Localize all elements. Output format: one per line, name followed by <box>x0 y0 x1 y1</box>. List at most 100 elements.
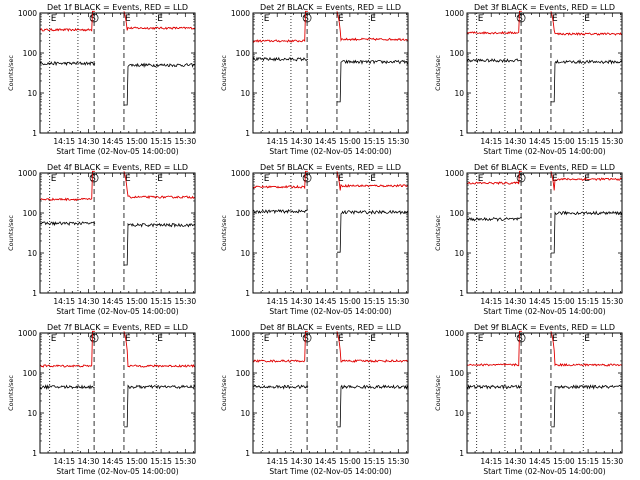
x-tick-label: 15:00 <box>126 297 148 306</box>
y-tick-label: 1 <box>245 289 250 298</box>
marker-circle <box>89 13 99 23</box>
time-marker-label: E <box>125 334 131 344</box>
lld-series-line <box>39 170 95 202</box>
time-marker-label: E <box>478 174 484 184</box>
time-marker-label: E <box>478 14 484 24</box>
lld-series-line <box>252 170 308 190</box>
plot-frame <box>39 172 196 294</box>
y-tick-label: 100 <box>23 369 38 378</box>
y-tick-label: 1 <box>32 289 37 298</box>
x-tick-label: 15:30 <box>602 457 624 466</box>
x-tick-label: 15:15 <box>363 297 385 306</box>
x-axis-label: Start Time (02-Nov-05 14:00:00) <box>56 307 178 316</box>
y-tick-label: 1000 <box>18 169 37 178</box>
y-tick-label: 1 <box>32 129 37 138</box>
x-tick-label: 15:15 <box>577 137 599 146</box>
y-tick-label: 10 <box>27 89 37 98</box>
x-tick-label: 15:30 <box>175 137 197 146</box>
plot-frame <box>252 12 409 134</box>
x-axis-label: Start Time (02-Nov-05 14:00:00) <box>56 467 178 476</box>
events-series-line <box>551 384 623 428</box>
x-tick-label: 15:00 <box>339 297 361 306</box>
events-series-line <box>337 384 409 428</box>
x-tick-label: 14:45 <box>315 457 337 466</box>
x-axis-label: Start Time (02-Nov-05 14:00:00) <box>269 147 391 156</box>
x-tick-label: 14:30 <box>505 137 527 146</box>
panel-det-5f: Det 5f BLACK = Events, RED = LLD Counts/s… <box>220 163 409 316</box>
time-marker-label: E <box>370 174 376 184</box>
events-series-line <box>124 222 196 266</box>
y-tick-label: 1000 <box>18 329 37 338</box>
time-marker-label: S <box>303 334 309 344</box>
y-tick-label: 100 <box>236 369 251 378</box>
panel-title: Det 5f BLACK = Events, RED = LLD <box>260 163 401 172</box>
time-marker-label: E <box>157 14 163 24</box>
x-tick-label: 14:15 <box>266 137 288 146</box>
y-axis-label: Counts/sec <box>220 55 228 91</box>
y-tick-label: 1 <box>32 449 37 458</box>
time-marker-label: S <box>303 14 309 24</box>
marker-circle <box>516 173 526 183</box>
time-marker-label: E <box>338 174 344 184</box>
time-marker-label: S <box>517 334 523 344</box>
x-tick-label: 14:30 <box>505 297 527 306</box>
time-marker-label: E <box>125 174 131 184</box>
x-axis-label: Start Time (02-Nov-05 14:00:00) <box>56 147 178 156</box>
events-series-line <box>337 59 409 103</box>
time-marker-label: E <box>51 14 57 24</box>
lld-series-line <box>466 10 522 35</box>
lld-series-line <box>39 10 95 32</box>
time-marker-label: E <box>125 14 131 24</box>
time-marker-label: E <box>478 334 484 344</box>
events-series-line <box>40 221 96 227</box>
marker-circle <box>302 173 312 183</box>
time-marker-label: E <box>157 174 163 184</box>
panel-title: Det 6f BLACK = Events, RED = LLD <box>474 163 615 172</box>
panel-det-4f: Det 4f BLACK = Events, RED = LLD Counts/s… <box>7 163 196 316</box>
lld-series-line <box>252 10 308 43</box>
panel-det-9f: Det 9f BLACK = Events, RED = LLD Counts/s… <box>434 323 623 476</box>
panel-det-1f: Det 1f BLACK = Events, RED = LLD Counts/s… <box>7 3 196 156</box>
panel-title: Det 4f BLACK = Events, RED = LLD <box>47 163 188 172</box>
marker-circle <box>516 13 526 23</box>
x-tick-label: 15:00 <box>126 457 148 466</box>
x-tick-label: 15:30 <box>602 297 624 306</box>
time-marker-label: E <box>51 334 57 344</box>
time-marker-label: S <box>90 174 96 184</box>
y-tick-label: 1 <box>459 129 464 138</box>
time-marker-label: E <box>51 174 57 184</box>
lld-series-line <box>466 330 522 367</box>
y-tick-label: 1000 <box>231 329 250 338</box>
panel-det-2f: Det 2f BLACK = Events, RED = LLD Counts/s… <box>220 3 409 156</box>
x-tick-label: 15:15 <box>577 297 599 306</box>
x-tick-label: 15:30 <box>388 297 410 306</box>
lld-series-line <box>336 331 409 363</box>
events-series-line <box>466 384 522 391</box>
y-tick-label: 100 <box>23 209 38 218</box>
marker-circle <box>89 173 99 183</box>
events-series-line <box>337 209 409 253</box>
x-tick-label: 15:00 <box>126 137 148 146</box>
plot-frame <box>466 332 623 454</box>
y-tick-label: 10 <box>240 89 250 98</box>
x-tick-label: 15:00 <box>339 457 361 466</box>
x-tick-label: 14:15 <box>53 137 75 146</box>
y-tick-label: 1000 <box>231 9 250 18</box>
lld-series-line <box>466 170 522 185</box>
x-tick-label: 14:45 <box>529 457 551 466</box>
lld-series-line <box>336 11 409 42</box>
time-marker-label: E <box>552 334 558 344</box>
x-axis-label: Start Time (02-Nov-05 14:00:00) <box>269 467 391 476</box>
lld-series-line <box>550 11 623 36</box>
panel-det-3f: Det 3f BLACK = Events, RED = LLD Counts/s… <box>434 3 623 156</box>
x-tick-label: 14:30 <box>505 457 527 466</box>
lld-series-line <box>550 171 623 191</box>
plot-frame <box>252 332 409 454</box>
x-tick-label: 15:15 <box>150 137 172 146</box>
x-tick-label: 14:15 <box>53 297 75 306</box>
x-tick-label: 14:45 <box>315 137 337 146</box>
y-tick-label: 10 <box>27 409 37 418</box>
x-tick-label: 14:30 <box>78 137 100 146</box>
